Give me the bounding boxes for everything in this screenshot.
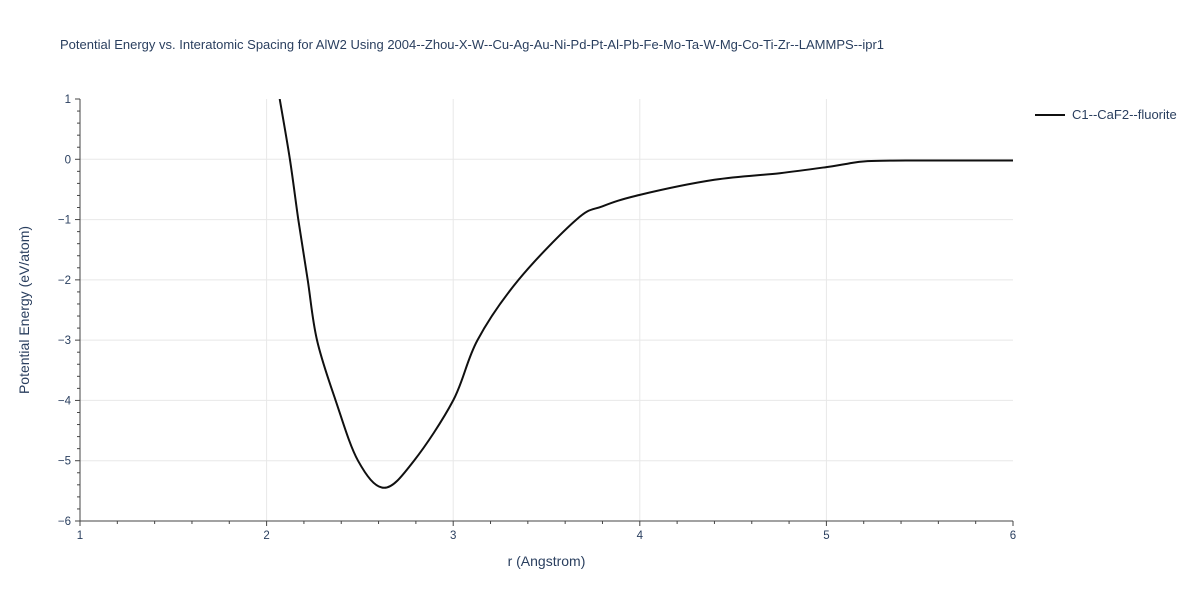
y-tick-label: 0 — [65, 154, 71, 166]
y-tick-label: −2 — [58, 275, 71, 287]
y-tick-label: −1 — [58, 215, 71, 227]
x-tick-label: 6 — [1010, 530, 1016, 542]
x-tick-label: 1 — [77, 530, 83, 542]
series-line[interactable] — [278, 99, 1013, 489]
legend-line-icon — [1035, 113, 1065, 116]
x-tick-label: 3 — [450, 530, 456, 542]
y-tick-label: 1 — [65, 94, 71, 106]
legend-label: C1--CaF2--fluorite — [1072, 107, 1177, 122]
y-tick-label: −6 — [58, 516, 71, 528]
y-tick-label: −3 — [58, 335, 71, 347]
y-tick-label: −5 — [58, 456, 71, 468]
x-tick-label: 5 — [823, 530, 829, 542]
legend-item[interactable]: C1--CaF2--fluorite — [1035, 107, 1177, 122]
x-tick-label: 2 — [263, 530, 269, 542]
x-axis-title: r (Angstrom) — [507, 553, 586, 569]
chart-title: Potential Energy vs. Interatomic Spacing… — [60, 37, 885, 52]
x-tick-label: 4 — [637, 530, 644, 542]
y-axis-title: Potential Energy (eV/atom) — [16, 225, 32, 395]
y-tick-label: −4 — [58, 395, 72, 407]
